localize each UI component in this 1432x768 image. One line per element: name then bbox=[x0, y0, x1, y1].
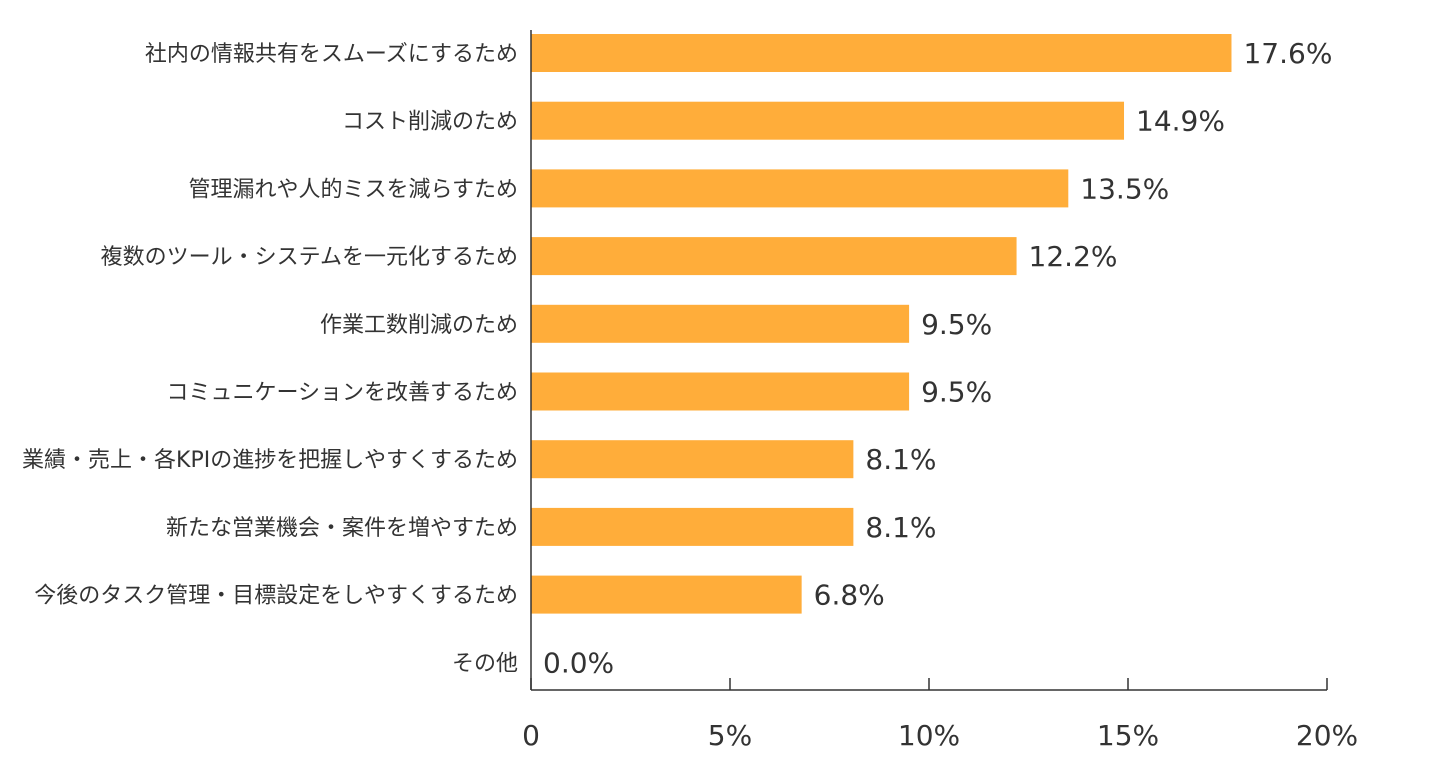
category-label: 今後のタスク管理・目標設定をしやすくするため bbox=[34, 584, 518, 609]
value-label: 14.9% bbox=[1136, 105, 1225, 138]
category-label: コミュニケーションを改善するため bbox=[166, 381, 518, 406]
category-label: 社内の情報共有をスムーズにするため bbox=[145, 42, 518, 67]
value-label: 13.5% bbox=[1080, 172, 1169, 205]
category-label: 新たな営業機会・案件を増やすため bbox=[166, 516, 518, 541]
category-label: 管理漏れや人的ミスを減らすため bbox=[188, 177, 518, 202]
bar bbox=[531, 34, 1232, 72]
category-label: 作業工数削減のため bbox=[320, 313, 518, 338]
value-label: 12.2% bbox=[1029, 240, 1118, 273]
value-label: 9.5% bbox=[921, 376, 992, 409]
value-label: 6.8% bbox=[814, 579, 885, 612]
bar bbox=[531, 169, 1069, 208]
category-label: 複数のツール・システムを一元化するため bbox=[101, 245, 518, 270]
category-label: コスト削減のため bbox=[342, 110, 518, 135]
category-label: 業績・売上・各KPIの進捗を把握しやすくするため bbox=[22, 448, 518, 473]
value-label: 8.1% bbox=[865, 443, 936, 476]
value-label: 8.1% bbox=[865, 511, 936, 544]
x-tick-label: 5% bbox=[708, 719, 752, 752]
bar bbox=[531, 237, 1017, 276]
value-label: 0.0% bbox=[543, 646, 614, 679]
bar bbox=[531, 304, 910, 343]
value-label: 9.5% bbox=[921, 308, 992, 341]
bar bbox=[531, 101, 1125, 140]
bar bbox=[531, 440, 854, 479]
value-label: 17.6% bbox=[1243, 37, 1332, 70]
x-tick-label: 10% bbox=[898, 719, 960, 752]
x-tick-label: 15% bbox=[1097, 719, 1159, 752]
x-tick-label: 0 bbox=[522, 719, 540, 752]
bar bbox=[531, 575, 802, 614]
bar bbox=[531, 507, 854, 546]
category-label: その他 bbox=[452, 651, 518, 676]
x-tick-label: 20% bbox=[1296, 719, 1358, 752]
bar bbox=[531, 372, 910, 411]
